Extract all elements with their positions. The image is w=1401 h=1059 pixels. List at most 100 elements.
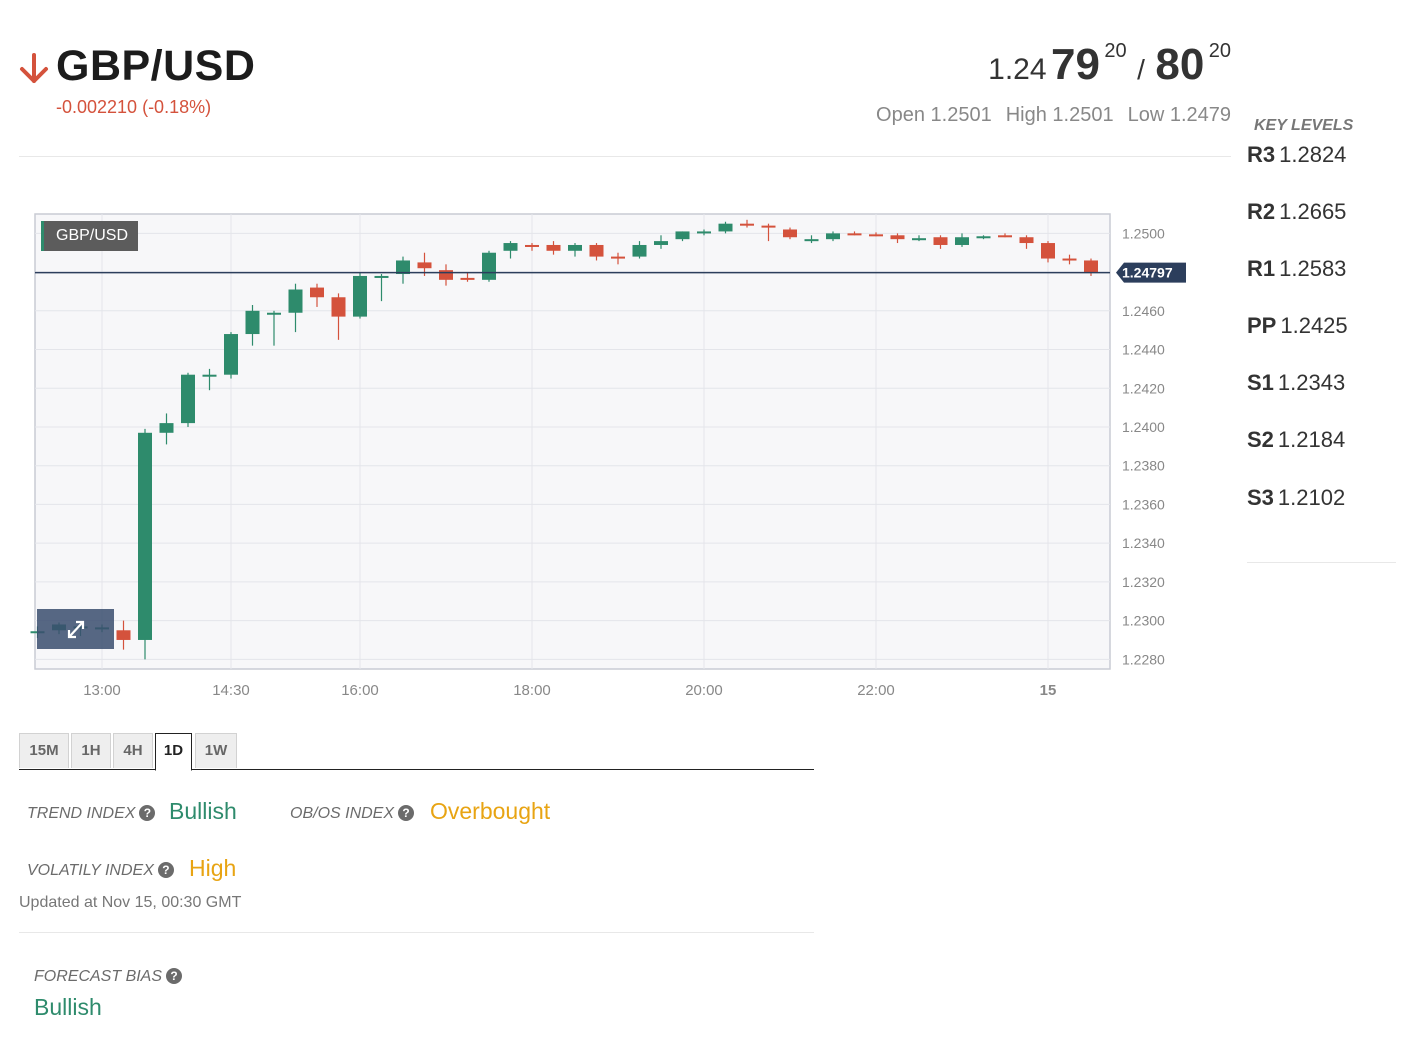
help-icon[interactable]: ? <box>157 862 174 878</box>
candle-body <box>589 244 604 257</box>
y-tick-label: 1.2460 <box>1122 303 1165 319</box>
candle-body <box>310 287 324 298</box>
candle <box>353 272 367 319</box>
header-divider <box>19 156 1231 157</box>
key-level-value: 1.2583 <box>1279 256 1347 281</box>
candle <box>267 310 281 346</box>
key-level-name: S3 <box>1247 485 1274 510</box>
candle-body <box>675 231 690 240</box>
candle <box>245 305 260 346</box>
candle <box>976 235 991 240</box>
price-change: -0.002210 (-0.18%) <box>56 97 212 117</box>
x-tick-label: 13:00 <box>83 682 121 699</box>
candle-body <box>374 275 389 278</box>
candle-body <box>181 374 195 424</box>
volatility-index-label: VOLATILY INDEX? <box>27 862 174 880</box>
candlestick-chart[interactable]: 1.25001.24801.24601.24401.24201.24001.23… <box>0 200 1240 710</box>
candle <box>181 372 195 427</box>
key-level-value: 1.2425 <box>1280 313 1348 338</box>
y-tick-label: 1.2280 <box>1122 651 1165 667</box>
candle <box>632 241 647 259</box>
candle-body <box>869 234 883 237</box>
candle <box>159 413 174 445</box>
forecast-bias-label: FORECAST BIAS? <box>34 968 183 986</box>
candle <box>998 233 1012 238</box>
key-level-s2: S2 1.2184 <box>1247 427 1345 453</box>
candle-body <box>116 630 131 640</box>
open-price: Open 1.2501 <box>876 104 992 126</box>
candle <box>439 264 453 286</box>
help-icon[interactable]: ? <box>139 805 156 821</box>
candle-body <box>976 236 991 239</box>
candle <box>460 272 475 282</box>
candle <box>1062 254 1077 265</box>
candle <box>568 243 582 257</box>
candle-body <box>138 432 152 640</box>
y-tick-label: 1.2420 <box>1122 380 1165 396</box>
key-level-r1: R1 1.2583 <box>1247 256 1346 282</box>
candle <box>525 243 539 251</box>
current-price-label: 1.24797 <box>1122 265 1173 281</box>
candle-body <box>847 233 862 236</box>
key-level-s3: S3 1.2102 <box>1247 485 1345 511</box>
candle <box>589 243 604 261</box>
forecast-bias-text: FORECAST BIAS <box>34 968 163 985</box>
candle <box>804 235 819 244</box>
y-tick-label: 1.2400 <box>1122 419 1165 435</box>
forecast-bias-value: Bullish <box>34 994 102 1020</box>
candle-body <box>826 233 840 240</box>
tab-1h[interactable]: 1H <box>71 733 111 768</box>
x-tick-label: 14:30 <box>212 682 250 699</box>
candle <box>912 235 926 242</box>
candle-body <box>761 225 776 228</box>
tab-4h[interactable]: 4H <box>113 733 153 768</box>
bid-pips: 79 <box>1051 40 1100 89</box>
help-icon[interactable]: ? <box>166 968 183 984</box>
candle-body <box>525 244 539 247</box>
key-level-r2: R2 1.2665 <box>1247 199 1346 225</box>
tab-15m[interactable]: 15M <box>19 733 69 768</box>
key-level-value: 1.2102 <box>1277 485 1346 510</box>
key-level-value: 1.2343 <box>1277 370 1346 395</box>
x-tick-label: 20:00 <box>685 682 723 699</box>
help-icon[interactable]: ? <box>398 805 415 821</box>
candle <box>890 233 905 244</box>
candle <box>761 223 776 242</box>
candle-body <box>740 223 754 226</box>
key-level-name: S2 <box>1247 427 1274 452</box>
ask-fraction: 20 <box>1208 40 1231 62</box>
candle-body <box>503 243 518 251</box>
candle-body <box>417 262 432 269</box>
candle <box>482 250 496 282</box>
key-levels-divider <box>1247 562 1396 563</box>
timeframe-tabs: 15M 1H 4H 1D 1W <box>19 733 814 771</box>
y-tick-label: 1.2320 <box>1122 574 1165 590</box>
candle <box>933 235 948 249</box>
candle <box>783 227 797 240</box>
candle <box>740 219 754 228</box>
candle-body <box>482 252 496 280</box>
key-level-value: 1.2184 <box>1277 427 1346 452</box>
candle <box>955 233 969 247</box>
key-level-name: R3 <box>1247 142 1276 167</box>
bid-fraction: 20 <box>1104 40 1127 62</box>
current-price-tag <box>1116 262 1186 283</box>
low-price: Low 1.2479 <box>1127 104 1231 126</box>
candle <box>503 241 518 259</box>
tab-1w[interactable]: 1W <box>195 733 237 768</box>
expand-chart-button[interactable] <box>37 609 114 649</box>
y-tick-label: 1.2360 <box>1122 496 1165 512</box>
candle <box>202 368 217 391</box>
x-tick-label: 15 <box>1040 682 1057 699</box>
candle <box>847 231 862 236</box>
candle-body <box>546 244 561 251</box>
indices-divider <box>19 932 814 933</box>
tab-1d[interactable]: 1D <box>155 733 192 771</box>
candle <box>310 283 324 307</box>
obos-index-text: OB/OS INDEX <box>290 805 395 822</box>
key-level-value: 1.2665 <box>1279 199 1347 224</box>
y-tick-label: 1.2440 <box>1122 342 1165 358</box>
key-level-name: S1 <box>1247 370 1274 395</box>
candle <box>718 221 733 234</box>
plot-area <box>34 213 1111 670</box>
